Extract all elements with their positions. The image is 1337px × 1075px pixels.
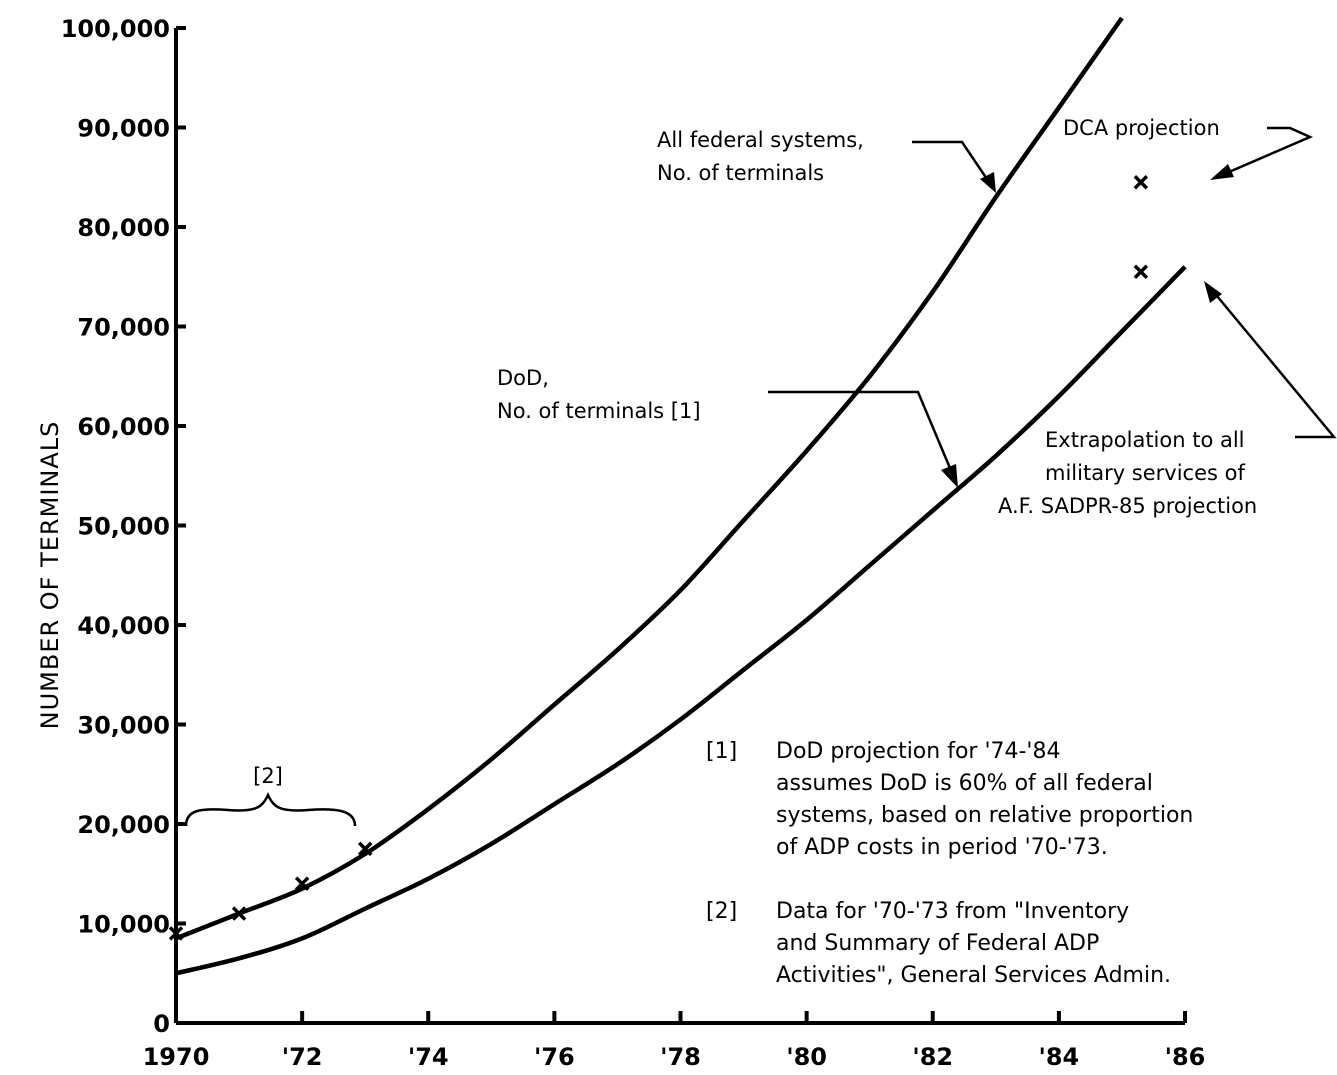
annotation-all-federal-leader <box>912 140 995 189</box>
series-curves <box>175 16 1187 976</box>
x-tick-label: '80 <box>786 1043 827 1071</box>
marker-stroke <box>1133 174 1149 190</box>
data-point-marker <box>1133 174 1149 190</box>
note1-line4: of ADP costs in period '70-'73. <box>776 835 1108 860</box>
annotation-extrapolation-line1: Extrapolation to all <box>1045 428 1245 452</box>
data-markers <box>168 174 1149 941</box>
y-tick-label: 70,000 <box>77 314 170 342</box>
note2-line3: Activities", General Services Admin. <box>776 963 1171 988</box>
y-tick-label: 90,000 <box>77 115 170 143</box>
data-point-marker <box>168 926 184 941</box>
footnotes: [1] DoD projection for '74-'84 assumes D… <box>706 739 1193 988</box>
annotation-dod-arrowhead <box>941 464 958 488</box>
y-axis-label: NUMBER OF TERMINALS <box>36 421 64 730</box>
annotation-extrapolation-line3: A.F. SADPR-85 projection <box>998 494 1257 518</box>
annotation-dca-text: DCA projection <box>1063 116 1220 140</box>
data-point-marker <box>294 876 310 891</box>
annotation-dod-line1: DoD, <box>497 366 549 390</box>
annotation-all-federal-arrowhead <box>980 172 996 193</box>
series-all-federal-line <box>175 16 1124 941</box>
annotation-dod-leader <box>768 390 957 481</box>
y-tick-label: 40,000 <box>77 612 170 640</box>
curly-brace <box>184 792 357 827</box>
note2-line1: Data for '70-'73 from "Inventory <box>776 899 1129 924</box>
bracket-annotation: [2] <box>184 764 357 827</box>
annotation-dca-arrowhead <box>1210 164 1234 180</box>
x-tick-label: '76 <box>534 1043 575 1071</box>
annotation-all-federal: All federal systems, No. of terminals <box>657 128 996 193</box>
marker-stroke <box>231 906 247 921</box>
note1-marker: [1] <box>706 739 737 764</box>
x-tick-label: '84 <box>1039 1043 1080 1071</box>
bracket-label: [2] <box>253 764 283 788</box>
x-tick-label: '72 <box>282 1043 323 1071</box>
annotation-all-federal-line2: No. of terminals <box>657 161 824 185</box>
annotation-dod: DoD, No. of terminals [1] <box>497 366 958 488</box>
marker-stroke <box>294 876 310 891</box>
x-tick-label: '82 <box>912 1043 953 1071</box>
x-tick-label: '74 <box>408 1043 449 1071</box>
annotation-dca: DCA projection <box>1063 116 1314 180</box>
x-tick-label: '78 <box>660 1043 701 1071</box>
y-tick-label: 20,000 <box>77 811 170 839</box>
x-axis-ticks: 1970 '72 '74 '76 '78 '80 '82 '84 '86 <box>143 1011 1206 1071</box>
y-tick-label: 10,000 <box>77 911 170 939</box>
data-point-marker <box>357 841 373 857</box>
note2-line2: and Summary of Federal ADP <box>776 931 1099 956</box>
note1-line2: assumes DoD is 60% of all federal <box>776 771 1153 796</box>
y-tick-label: 50,000 <box>77 513 170 541</box>
y-axis-ticks: 0 10,000 20,000 30,000 40,000 50,000 60,000 70,… <box>61 15 186 1038</box>
y-tick-label: 80,000 <box>77 214 170 242</box>
annotation-dca-leader <box>1221 126 1314 177</box>
marker-stroke <box>357 841 373 857</box>
note2-marker: [2] <box>706 899 737 924</box>
y-tick-label: 30,000 <box>77 712 170 740</box>
marker-stroke <box>1133 264 1149 280</box>
marker-stroke <box>168 926 184 941</box>
y-tick-label: 0 <box>153 1010 170 1038</box>
annotation-extrapolation-leader <box>1211 289 1337 439</box>
series-dod-line <box>175 265 1187 976</box>
note1-line3: systems, based on relative proportion <box>776 803 1193 828</box>
annotation-all-federal-line1: All federal systems, <box>657 128 864 152</box>
y-tick-label: 60,000 <box>77 413 170 441</box>
note1-line1: DoD projection for '74-'84 <box>776 739 1060 764</box>
data-point-marker <box>1133 264 1149 280</box>
x-tick-label: '86 <box>1165 1043 1206 1071</box>
data-point-marker <box>231 906 247 921</box>
annotation-extrapolation-line2: military services of <box>1045 461 1245 485</box>
annotation-dod-line2: No. of terminals [1] <box>497 399 701 423</box>
annotation-extrapolation: Extrapolation to all military services o… <box>998 281 1337 518</box>
annotation-extrapolation-arrowhead <box>1204 281 1222 303</box>
y-tick-label: 100,000 <box>61 15 170 43</box>
x-tick-label: 1970 <box>143 1043 210 1071</box>
